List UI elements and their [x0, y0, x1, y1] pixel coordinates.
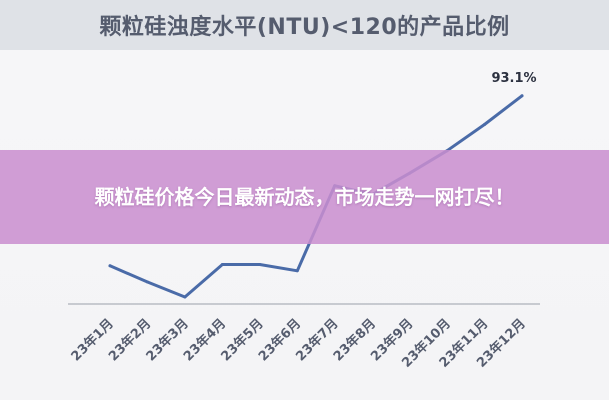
data-point [108, 264, 112, 268]
data-point [258, 263, 262, 266]
x-tick-labels: 23年1月23年2月23年3月23年4月23年5月23年6月23年7月23年8月… [68, 316, 529, 371]
data-point [295, 269, 299, 273]
headline-text: 颗粒硅价格今日最新动态，市场走势一网打尽！ [94, 185, 515, 209]
headline-banner: 颗粒硅价格今日最新动态，市场走势一网打尽！ [0, 150, 609, 244]
data-point [483, 123, 487, 126]
chart-title: 颗粒硅浊度水平(NTU)<120的产品比例 [99, 15, 510, 40]
data-labels: 93.1% [491, 71, 536, 86]
data-label: 93.1% [491, 71, 536, 86]
title-band: 颗粒硅浊度水平(NTU)<120的产品比例 [0, 0, 609, 50]
data-point [220, 263, 224, 266]
data-point [145, 280, 149, 284]
data-point [520, 94, 524, 98]
data-point [183, 295, 187, 299]
